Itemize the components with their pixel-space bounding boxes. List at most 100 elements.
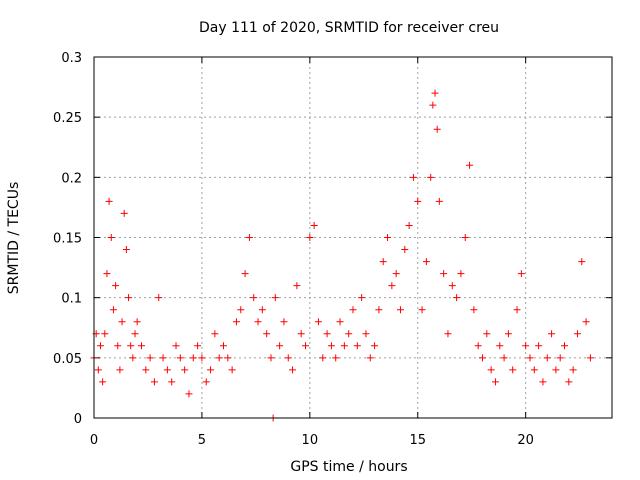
data-point: [569, 366, 577, 374]
data-point: [107, 234, 115, 241]
data-point: [289, 366, 297, 374]
data-point: [168, 378, 176, 386]
data-point: [422, 258, 430, 266]
data-point: [375, 306, 383, 314]
data-point: [470, 306, 478, 314]
data-point: [276, 342, 284, 350]
data-point: [114, 342, 122, 350]
data-point: [586, 354, 594, 362]
data-point: [220, 342, 227, 350]
data-point: [172, 342, 180, 350]
data-point: [384, 234, 392, 241]
data-point: [345, 330, 353, 338]
x-tick-label: 5: [198, 433, 206, 448]
data-point: [109, 306, 117, 314]
data-point: [535, 342, 543, 350]
data-point: [131, 330, 139, 338]
data-point: [487, 366, 495, 374]
data-point: [94, 366, 102, 374]
data-point: [401, 246, 409, 254]
grid-layer: [94, 57, 612, 418]
data-point: [116, 366, 124, 374]
data-point: [159, 354, 167, 362]
data-point: [194, 342, 202, 350]
y-tick-label: 0.05: [53, 352, 82, 367]
tick-labels: 0 5 10 15 20 0 0.05 0.1 0.15 0.2 0.25 0.3: [53, 51, 534, 448]
data-point: [118, 318, 126, 326]
data-point: [314, 318, 322, 326]
y-tick-label: 0.25: [53, 111, 82, 126]
data-point: [293, 282, 301, 290]
data-point: [435, 197, 443, 205]
data-point: [207, 366, 215, 374]
data-point: [414, 197, 422, 205]
data-point: [388, 282, 396, 290]
data-point: [431, 89, 439, 97]
data-point: [125, 294, 133, 302]
data-point: [444, 330, 452, 338]
data-point: [99, 378, 107, 386]
data-point: [181, 366, 189, 374]
data-point: [409, 173, 417, 181]
data-point: [263, 330, 271, 338]
data-point: [228, 366, 236, 374]
data-point: [349, 306, 357, 314]
data-point: [429, 101, 437, 109]
data-point: [461, 234, 469, 241]
data-point: [392, 270, 400, 278]
data-point: [496, 342, 504, 350]
data-point: [284, 354, 292, 362]
data-point: [457, 270, 465, 278]
data-point: [137, 342, 145, 350]
chart-title: Day 111 of 2020, SRMTID for receiver cre…: [199, 20, 499, 36]
data-point: [189, 354, 197, 362]
data-point: [474, 342, 482, 350]
data-point: [491, 378, 499, 386]
data-point: [371, 342, 379, 350]
data-point: [271, 294, 279, 302]
data-point: [517, 270, 525, 278]
data-point: [103, 270, 111, 278]
data-point: [202, 378, 210, 386]
data-point: [163, 366, 171, 374]
data-point: [500, 354, 508, 362]
data-point: [215, 354, 223, 362]
data-point: [548, 330, 556, 338]
data-point: [122, 246, 130, 254]
data-point: [297, 330, 305, 338]
data-points: [90, 89, 594, 422]
data-point: [556, 354, 564, 362]
data-point: [543, 354, 551, 362]
y-tick-label: 0.2: [61, 171, 82, 186]
data-point: [254, 318, 262, 326]
data-point: [539, 378, 547, 386]
data-point: [146, 354, 154, 362]
data-point: [120, 209, 128, 217]
data-point: [418, 306, 426, 314]
y-tick-label: 0.1: [61, 292, 82, 307]
data-point: [509, 366, 517, 374]
data-point: [466, 161, 474, 169]
data-point: [150, 378, 158, 386]
data-point: [582, 318, 590, 326]
data-point: [578, 258, 586, 266]
data-point: [133, 318, 141, 326]
data-point: [573, 330, 581, 338]
data-point: [526, 354, 534, 362]
data-point: [340, 342, 348, 350]
data-point: [353, 342, 361, 350]
data-point: [267, 354, 275, 362]
data-point: [280, 318, 288, 326]
y-tick-label: 0.15: [53, 232, 82, 247]
data-point: [379, 258, 387, 266]
data-point: [453, 294, 461, 302]
data-point: [232, 318, 240, 326]
data-point: [105, 197, 113, 205]
data-point: [241, 270, 249, 278]
data-point: [142, 366, 150, 374]
data-point: [448, 282, 456, 290]
plot-frame: [93, 56, 613, 419]
data-point: [405, 221, 413, 229]
y-tick-label: 0.3: [61, 51, 82, 66]
